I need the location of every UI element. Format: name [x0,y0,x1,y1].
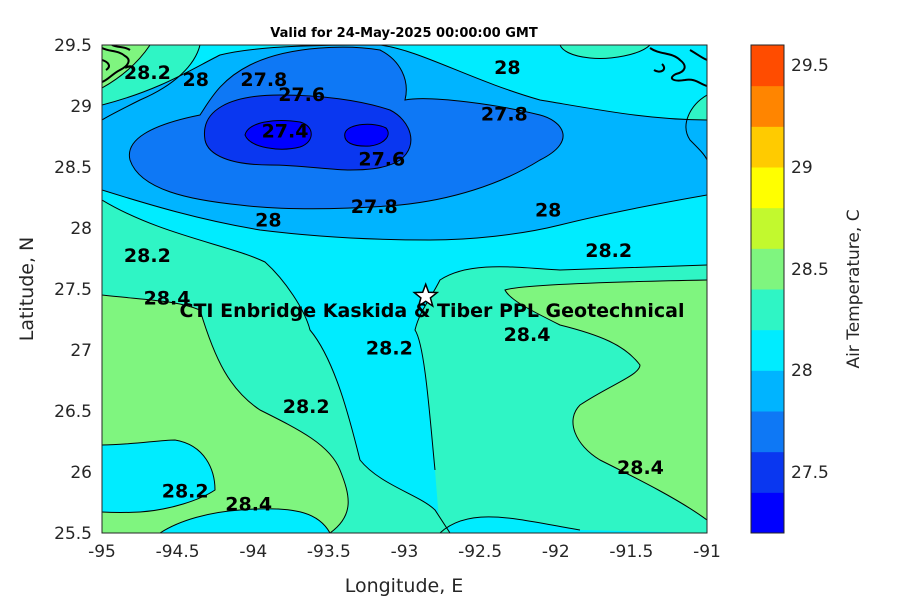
isoline-28.4-west [102,294,349,533]
fill-level-27.2-27.4-b [344,124,389,147]
x-ticks: -95 -94.5 -94 -93.5 -93 -92.5 -92 -91.5 … [88,542,721,562]
colorbar-segment [751,411,784,453]
contour-label: 27.6 [358,148,405,170]
contour-label: 28 [183,69,209,91]
contour-label: 28.2 [162,480,209,502]
isoline-28.2-west [102,199,451,533]
contour-label: 28.4 [225,494,272,516]
contour-label: 28.4 [144,288,191,310]
colorbar-tick-label: 28.5 [791,260,829,280]
chart-title: Valid for 24-May-2025 00:00:00 GMT [270,26,538,41]
y-axis-label: Latitude, N [16,237,38,342]
colorbar-segment [751,85,784,127]
colorbar-segment [751,167,784,209]
plot-frame [101,44,708,534]
contour-label: 27.4 [262,120,309,142]
isoline-27.4-b [344,123,389,147]
isoline-28.4-east [504,279,707,521]
site-star-icon [412,282,440,308]
y-ticks: 25.5 26 26.5 27 27.5 28 28.5 29 29.5 [54,36,92,544]
colorbar-tick-label: 27.5 [791,463,829,483]
fill-level-27.2-27.4-a [245,120,312,150]
colorbar-segment [751,451,784,493]
isoline-28.2-ne [685,94,707,161]
contour-label: 28.4 [504,324,551,346]
coastline-west [102,45,131,83]
contour-label: 28 [255,209,281,231]
colorbar-segment [751,329,784,371]
y-tick-label: 29 [70,97,92,117]
isoline-27.8 [128,46,564,210]
x-tick-label: -92.5 [458,542,502,562]
isoline-27.6 [203,94,412,171]
isoline-28.2-nw [102,45,201,121]
x-tick-label: -95 [88,542,116,562]
contour-label: 27.8 [481,103,528,125]
colorbar-tick-label: 29.5 [791,56,829,76]
colorbar-tick-label: 28 [791,361,813,381]
y-tick-label: 28 [70,219,92,239]
colorbar-ticks: 27.5 28 28.5 29 29.5 [791,56,829,483]
colorbar-segment [751,45,784,87]
x-axis-label: Longitude, E [345,575,464,597]
site-label: CTI Enbridge Kaskida & Tiber PPL Geotech… [180,300,685,322]
colorbar-tick-label: 29 [791,158,813,178]
fill-level-28.0-28.2-sw-pocket [102,440,215,513]
x-tick-label: -91.5 [609,542,653,562]
y-tick-label: 26.5 [54,402,92,422]
contour-label: 28 [535,200,561,222]
contour-label: 28.2 [124,62,171,84]
isoline-28.2-s [159,508,331,533]
colorbar-label: Air Temperature, C [844,209,864,368]
colorbar-segment [751,126,784,168]
colorbar-segment [751,248,784,290]
isoline-27.4-a [244,120,312,150]
contour-label: 28.4 [617,457,664,479]
y-tick-label: 27 [70,341,92,361]
contour-labels: 28.2 28 27.827.627.427.627.8282827.82828.2… [124,57,664,516]
y-tick-label: 25.5 [54,524,92,544]
colorbar [751,45,784,534]
contour-label: 27.6 [278,84,325,106]
contour-label: 28 [494,57,520,79]
isoline-28.4-nw [102,45,151,89]
contour-label: 28.2 [366,338,413,360]
contour-label: 28.2 [283,396,330,418]
fill-level-28.4-28.6-east [505,280,707,520]
y-tick-label: 27.5 [54,280,92,300]
colorbar-segment [751,289,784,331]
contour-lines [102,45,707,533]
x-tick-label: -91 [693,542,721,562]
isoline-28.2-n [559,45,651,59]
isoline-28.2-sw [102,439,216,513]
x-tick-label: -92 [542,542,570,562]
colorbar-segment [751,370,784,412]
colorbar-segment [751,492,784,534]
fill-level-28.0-28.2-south-tongue [160,508,330,533]
contour-label: 27.8 [240,69,287,91]
colorbar-frame [750,44,785,534]
y-tick-label: 28.5 [54,158,92,178]
y-tick-label: 29.5 [54,36,92,56]
coastline [102,45,707,87]
x-tick-label: -93 [391,542,419,562]
y-tick-label: 26 [70,463,92,483]
x-tick-label: -94 [239,542,267,562]
site-marker: CTI Enbridge Kaskida & Tiber PPL Geotech… [180,282,685,322]
x-tick-label: -93.5 [307,542,351,562]
colorbar-segment [751,207,784,249]
contour-label: 28.2 [585,240,632,262]
coastline-east [649,47,707,87]
contour-label: 28.2 [124,245,171,267]
contour-label: 27.8 [351,196,398,218]
x-tick-label: -94.5 [156,542,200,562]
contour-fills [102,45,707,533]
